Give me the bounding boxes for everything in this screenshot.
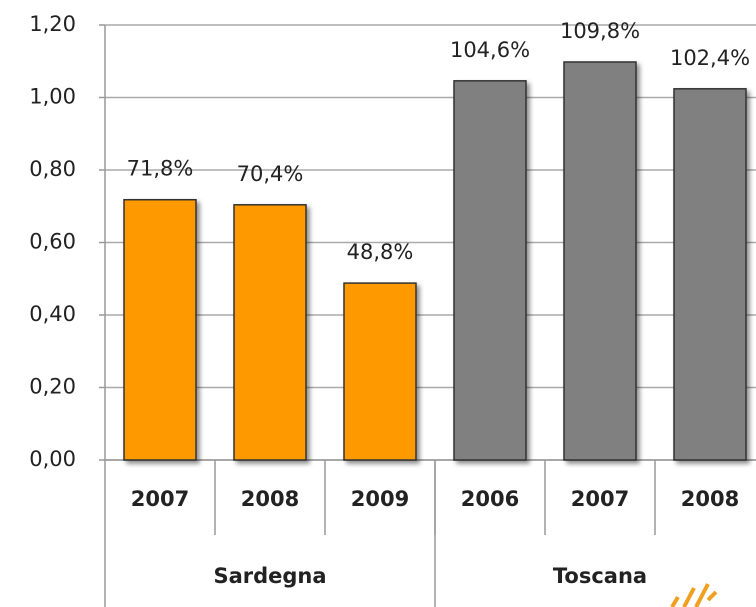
data-label: 48,8% — [347, 240, 414, 264]
group-label: Sardegna — [213, 564, 326, 588]
y-tick-label: 0,60 — [29, 230, 76, 254]
bar — [343, 282, 417, 461]
x-tick-label: 2009 — [351, 487, 409, 511]
x-tick-label: 2006 — [461, 487, 519, 511]
group-label: Toscana — [553, 564, 647, 588]
y-tick-label: 0,00 — [29, 447, 76, 471]
x-tick-label: 2007 — [131, 487, 189, 511]
x-tick-label: 2008 — [241, 487, 299, 511]
bar — [233, 204, 307, 461]
data-label: 70,4% — [237, 162, 304, 186]
y-tick-label: 1,20 — [29, 12, 76, 36]
data-label: 71,8% — [127, 157, 194, 181]
data-label: 102,4% — [670, 46, 750, 70]
y-tick-label: 0,80 — [29, 157, 76, 181]
x-tick-label: 2007 — [571, 487, 629, 511]
data-label: 104,6% — [450, 38, 530, 62]
y-tick-label: 1,00 — [29, 85, 76, 109]
x-tick-label: 2008 — [681, 487, 739, 511]
data-label: 109,8% — [560, 19, 640, 43]
bar — [563, 61, 637, 461]
logo — [670, 583, 718, 607]
y-tick-label: 0,40 — [29, 302, 76, 326]
bar — [123, 198, 197, 461]
y-tick-label: 0,20 — [29, 375, 76, 399]
bar — [673, 88, 747, 461]
bar — [453, 80, 527, 461]
